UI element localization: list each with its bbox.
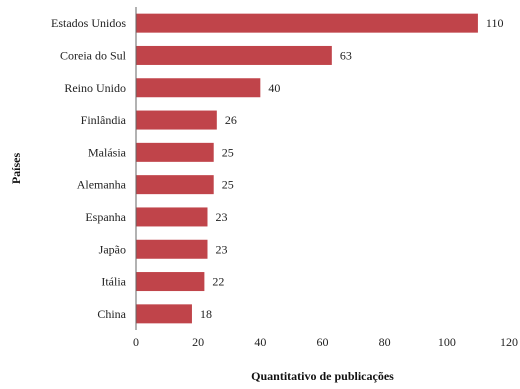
- category-label: Alemanha: [77, 178, 127, 192]
- bar: [136, 175, 214, 195]
- category-label: Reino Unido: [64, 81, 126, 95]
- value-labels: 110 63 40 26 25 25 23 23 22 18: [200, 16, 504, 321]
- x-tick-label: 20: [192, 335, 204, 349]
- data-label: 23: [215, 210, 227, 224]
- x-tick-label: 60: [317, 335, 329, 349]
- bar: [136, 142, 214, 162]
- category-label: Finlândia: [81, 113, 127, 127]
- bars-group: [136, 13, 478, 324]
- category-label: Japão: [99, 242, 126, 256]
- bar: [136, 272, 205, 292]
- x-tick-label: 0: [133, 335, 139, 349]
- category-label: China: [97, 307, 126, 321]
- category-labels: Estados Unidos Coreia do Sul Reino Unido Fi…: [51, 16, 127, 321]
- data-label: 25: [222, 178, 234, 192]
- y-axis-title: Países: [9, 153, 23, 185]
- data-label: 110: [486, 16, 504, 30]
- x-tick-label: 40: [254, 335, 266, 349]
- data-label: 23: [215, 242, 227, 256]
- data-label: 18: [200, 307, 212, 321]
- x-tick-label: 100: [438, 335, 456, 349]
- x-tick-label: 120: [500, 335, 518, 349]
- x-axis-title: Quantitativo de publicações: [251, 369, 394, 383]
- bar: [136, 78, 261, 98]
- bar: [136, 13, 478, 33]
- category-label: Itália: [101, 275, 126, 289]
- bar: [136, 239, 208, 259]
- category-label: Estados Unidos: [51, 16, 126, 30]
- data-label: 63: [340, 48, 352, 62]
- bar: [136, 304, 192, 324]
- x-axis-ticks: 0 20 40 60 80 100 120: [133, 335, 518, 349]
- bar: [136, 110, 217, 130]
- data-label: 40: [268, 81, 280, 95]
- data-label: 26: [225, 113, 237, 127]
- bar: [136, 45, 332, 65]
- category-label: Espanha: [85, 210, 126, 224]
- x-tick-label: 80: [379, 335, 391, 349]
- category-label: Coreia do Sul: [60, 48, 127, 62]
- category-label: Malásia: [88, 145, 127, 159]
- data-label: 25: [222, 145, 234, 159]
- bar: [136, 207, 208, 227]
- data-label: 22: [212, 275, 224, 289]
